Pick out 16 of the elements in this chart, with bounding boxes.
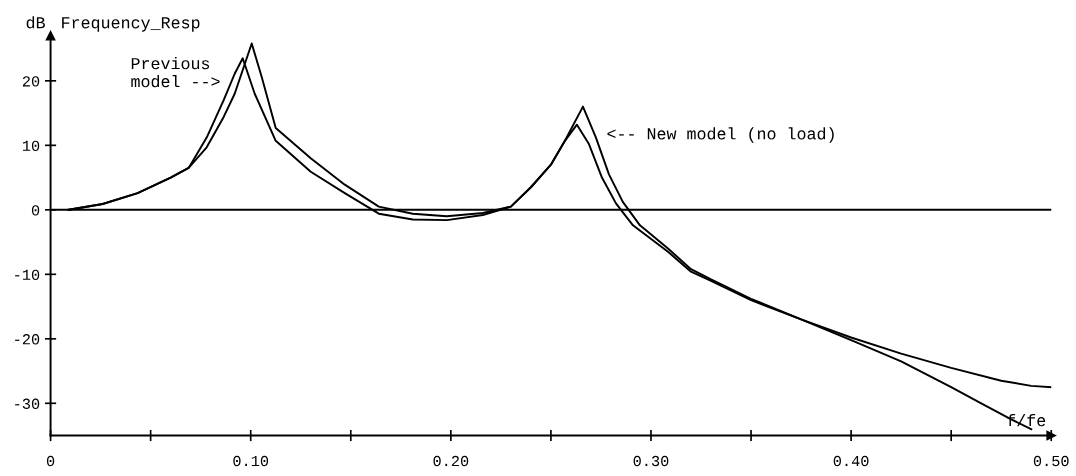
y-tick-label: -20 — [15, 334, 40, 345]
x-tick-label: 0.10 — [233, 455, 269, 467]
annotation: <-- New model (no load) — [607, 127, 834, 143]
y-tick-label: 20 — [22, 76, 40, 87]
x-tick-label: 0 — [46, 455, 55, 467]
y-tick-label: -10 — [15, 269, 40, 280]
x-tick-label: 0.30 — [633, 455, 669, 467]
x-tick-label: 0.40 — [833, 455, 869, 467]
y-tick-label: 0 — [31, 205, 40, 216]
annotation: Previous model --> — [131, 57, 220, 88]
chart-title: Frequency_Resp — [62, 17, 200, 32]
x-tick-label: 0.50 — [1033, 455, 1069, 467]
y-tick-label: -30 — [15, 398, 40, 409]
x-tick-label: 0.20 — [433, 455, 469, 467]
y-axis-title: dB — [26, 16, 45, 29]
y-tick-label: 10 — [22, 140, 40, 152]
